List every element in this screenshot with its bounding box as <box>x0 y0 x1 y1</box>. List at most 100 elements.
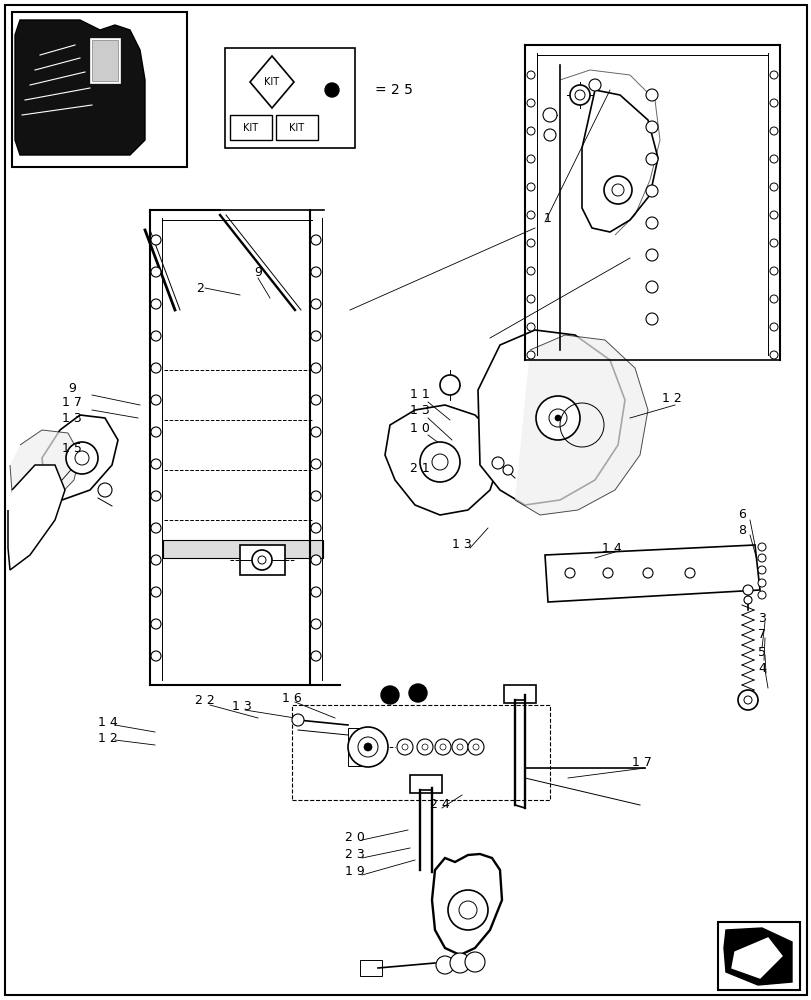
Text: 1 3: 1 3 <box>62 412 82 424</box>
Circle shape <box>769 267 777 275</box>
Text: 1 3: 1 3 <box>232 700 251 712</box>
Circle shape <box>646 89 657 101</box>
Circle shape <box>151 363 161 373</box>
Circle shape <box>311 523 320 533</box>
Circle shape <box>526 99 534 107</box>
Circle shape <box>769 351 777 359</box>
Circle shape <box>311 619 320 629</box>
Circle shape <box>526 295 534 303</box>
Text: 2 4: 2 4 <box>430 798 449 811</box>
Circle shape <box>646 217 657 229</box>
Text: 1 2: 1 2 <box>98 731 118 744</box>
Text: 1 9: 1 9 <box>345 865 364 878</box>
Circle shape <box>769 323 777 331</box>
Polygon shape <box>478 330 624 505</box>
Circle shape <box>646 313 657 325</box>
Circle shape <box>467 739 483 755</box>
Bar <box>717 922 799 990</box>
Circle shape <box>769 155 777 163</box>
Circle shape <box>380 686 398 704</box>
Circle shape <box>502 465 513 475</box>
Circle shape <box>742 585 752 595</box>
Circle shape <box>324 83 338 97</box>
Circle shape <box>646 121 657 133</box>
Circle shape <box>348 727 388 767</box>
Circle shape <box>417 739 432 755</box>
Circle shape <box>526 183 534 191</box>
Text: 1 2: 1 2 <box>661 391 681 404</box>
Circle shape <box>526 127 534 135</box>
Polygon shape <box>15 20 145 155</box>
Circle shape <box>311 395 320 405</box>
Text: 6: 6 <box>737 508 745 522</box>
Text: 1: 1 <box>543 212 551 225</box>
Bar <box>359 960 381 976</box>
Polygon shape <box>42 415 118 500</box>
Circle shape <box>401 744 407 750</box>
Circle shape <box>422 744 427 750</box>
Circle shape <box>543 108 556 122</box>
Text: KIT: KIT <box>264 77 279 87</box>
Circle shape <box>311 331 320 341</box>
Circle shape <box>646 249 657 261</box>
Circle shape <box>769 127 777 135</box>
Circle shape <box>603 176 631 204</box>
Circle shape <box>743 596 751 604</box>
Circle shape <box>769 211 777 219</box>
Circle shape <box>452 739 467 755</box>
Circle shape <box>311 491 320 501</box>
Circle shape <box>473 744 478 750</box>
Polygon shape <box>544 545 759 602</box>
Circle shape <box>440 375 460 395</box>
Circle shape <box>151 235 161 245</box>
Circle shape <box>436 956 453 974</box>
Circle shape <box>151 491 161 501</box>
Circle shape <box>311 459 320 469</box>
Text: KIT: KIT <box>243 123 258 133</box>
Circle shape <box>151 523 161 533</box>
Circle shape <box>535 396 579 440</box>
Bar <box>230 115 272 140</box>
Bar <box>225 48 354 148</box>
Bar <box>292 705 549 800</box>
Circle shape <box>769 239 777 247</box>
Bar <box>504 685 535 703</box>
Circle shape <box>151 459 161 469</box>
Text: 1 7: 1 7 <box>62 395 82 408</box>
Circle shape <box>311 235 320 245</box>
Circle shape <box>292 714 303 726</box>
Circle shape <box>757 566 765 574</box>
Polygon shape <box>250 56 294 108</box>
Text: 2 0: 2 0 <box>345 831 364 844</box>
Circle shape <box>98 483 112 497</box>
Circle shape <box>311 267 320 277</box>
Circle shape <box>311 651 320 661</box>
Circle shape <box>743 696 751 704</box>
Circle shape <box>151 427 161 437</box>
Text: 3: 3 <box>757 611 765 624</box>
Text: 2: 2 <box>195 282 204 294</box>
Text: 1 4: 1 4 <box>602 542 621 554</box>
Circle shape <box>588 79 600 91</box>
Text: 1 0: 1 0 <box>410 422 429 434</box>
Text: 9: 9 <box>254 265 262 278</box>
Text: 1 5: 1 5 <box>62 442 82 454</box>
Bar <box>90 38 120 83</box>
Circle shape <box>258 556 266 564</box>
Circle shape <box>465 952 484 972</box>
Circle shape <box>311 363 320 373</box>
Circle shape <box>646 281 657 293</box>
Bar <box>276 115 318 140</box>
Circle shape <box>66 442 98 474</box>
Bar <box>240 545 285 575</box>
Circle shape <box>611 184 623 196</box>
Bar <box>12 12 187 167</box>
Circle shape <box>526 351 534 359</box>
Bar <box>163 540 323 558</box>
Circle shape <box>419 442 460 482</box>
Polygon shape <box>8 465 65 570</box>
Polygon shape <box>723 928 791 985</box>
Text: 2 3: 2 3 <box>345 848 364 861</box>
Text: 2 2: 2 2 <box>195 694 215 706</box>
Circle shape <box>311 555 320 565</box>
